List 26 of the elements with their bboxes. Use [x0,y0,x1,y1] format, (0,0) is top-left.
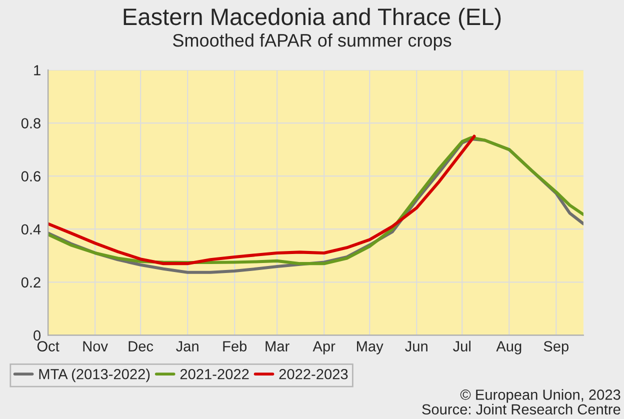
x-tick-label: Jul [453,340,470,352]
x-tick-label: Dec [128,341,154,352]
x-tick-label: Oct [37,341,60,352]
chart-subtitle: Smoothed fAPAR of summer crops [173,33,452,50]
legend-label: MTA (2013-2022) [39,368,150,382]
x-tick-label: Mar [266,341,290,352]
chart-title: Eastern Macedonia and Thrace (EL) [124,8,501,30]
y-tick-label: 0.8 [21,118,40,128]
y-tick-label: 0.6 [21,171,40,182]
source-note: Source: Joint Research Centre [422,404,620,415]
y-tick-label: 0.2 [21,277,40,288]
text: © European Union, 2023 [460,389,620,403]
legend-label: 2021-2022 [180,368,249,380]
x-tick-label: Jun [405,341,428,352]
y-tick-label: 1 [34,65,40,76]
y-tick-label: 0.4 [21,224,41,235]
line-series [48,134,476,266]
x-tick-label: Nov [83,341,108,352]
legend-label: 2022-2023 [279,368,348,380]
x-tick-label: May [357,341,384,354]
x-tick-label: Sep [544,341,569,354]
y-tick-label: 0 [34,330,41,341]
x-tick-label: Aug [496,341,522,354]
x-tick-label: Apr [312,341,336,354]
x-tick-label: Jan [176,341,198,352]
x-tick-label: Feb [223,340,247,352]
